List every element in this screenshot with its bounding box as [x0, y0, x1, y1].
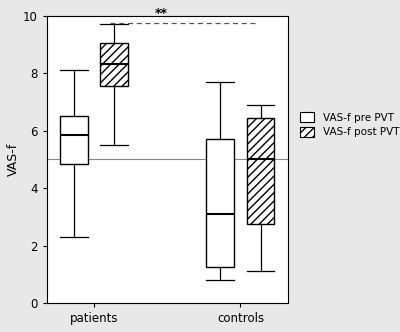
Bar — [100, 43, 128, 86]
Bar — [60, 116, 88, 164]
Bar — [247, 118, 274, 224]
Bar — [206, 139, 234, 267]
Legend: VAS-f pre PVT, VAS-f post PVT: VAS-f pre PVT, VAS-f post PVT — [296, 108, 400, 142]
Text: **: ** — [155, 8, 168, 21]
Y-axis label: VAS-f: VAS-f — [7, 143, 20, 176]
